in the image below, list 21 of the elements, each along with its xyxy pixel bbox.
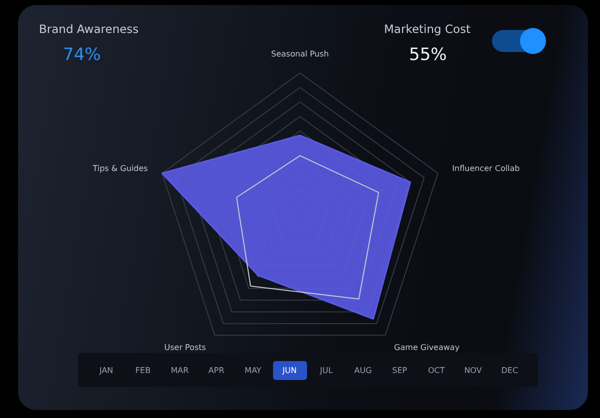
text: JUL bbox=[318, 365, 334, 377]
text: Brand Awareness bbox=[39, 22, 139, 36]
text: OCT bbox=[426, 365, 446, 377]
text: Marketing Cost bbox=[384, 22, 471, 36]
text: JAN bbox=[98, 365, 114, 377]
spoke-label: Seasonal Push bbox=[271, 50, 329, 58]
text: FEB bbox=[134, 365, 152, 377]
text: MAR bbox=[170, 365, 190, 377]
spoke-label: User Posts bbox=[164, 342, 206, 352]
text: DEC bbox=[500, 365, 520, 377]
text: AUG bbox=[353, 365, 373, 377]
spoke-label: Tips & Guides bbox=[92, 164, 148, 174]
text: 74% bbox=[63, 45, 101, 65]
text: SEP bbox=[391, 365, 408, 377]
text: NOV bbox=[463, 365, 483, 377]
text: JUN bbox=[272, 361, 307, 380]
text: 55% bbox=[409, 45, 447, 65]
text: APR bbox=[207, 365, 226, 377]
spoke-label: Game Giveaway bbox=[394, 342, 460, 352]
spoke-label: Influencer Collab bbox=[452, 164, 520, 174]
text: MAY bbox=[244, 365, 262, 377]
